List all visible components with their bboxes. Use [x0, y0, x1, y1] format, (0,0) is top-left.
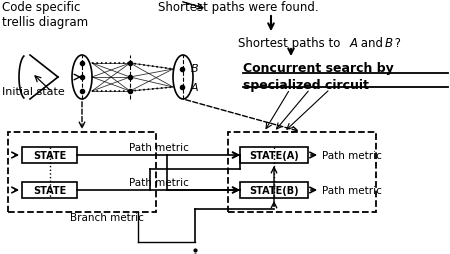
- Bar: [240, 182, 308, 198]
- Text: ?: ?: [391, 37, 401, 50]
- Text: Path metric: Path metric: [322, 150, 382, 160]
- Text: STATE: STATE: [33, 185, 66, 195]
- Text: Initial state: Initial state: [2, 87, 65, 97]
- Bar: [240, 147, 308, 163]
- Bar: [8, 133, 156, 212]
- Text: Path metric: Path metric: [129, 142, 189, 152]
- Text: and: and: [357, 37, 387, 50]
- Text: B: B: [385, 37, 393, 50]
- Text: A: A: [350, 37, 358, 50]
- Text: A: A: [191, 83, 198, 93]
- Text: Path metric: Path metric: [322, 185, 382, 195]
- Bar: [228, 133, 376, 212]
- Text: Shortest paths were found.: Shortest paths were found.: [158, 1, 319, 14]
- Bar: [22, 182, 77, 198]
- Text: Code specific
trellis diagram: Code specific trellis diagram: [2, 1, 88, 29]
- Text: STATE: STATE: [33, 150, 66, 160]
- Bar: [22, 147, 77, 163]
- Text: B: B: [191, 64, 198, 74]
- Text: Branch metric: Branch metric: [70, 212, 144, 222]
- Text: Concurrent search by
specialized circuit: Concurrent search by specialized circuit: [243, 62, 394, 92]
- Text: Shortest paths to: Shortest paths to: [238, 37, 344, 50]
- Text: Path metric: Path metric: [129, 177, 189, 187]
- Text: STATE(A): STATE(A): [249, 150, 299, 160]
- Text: STATE(B): STATE(B): [249, 185, 299, 195]
